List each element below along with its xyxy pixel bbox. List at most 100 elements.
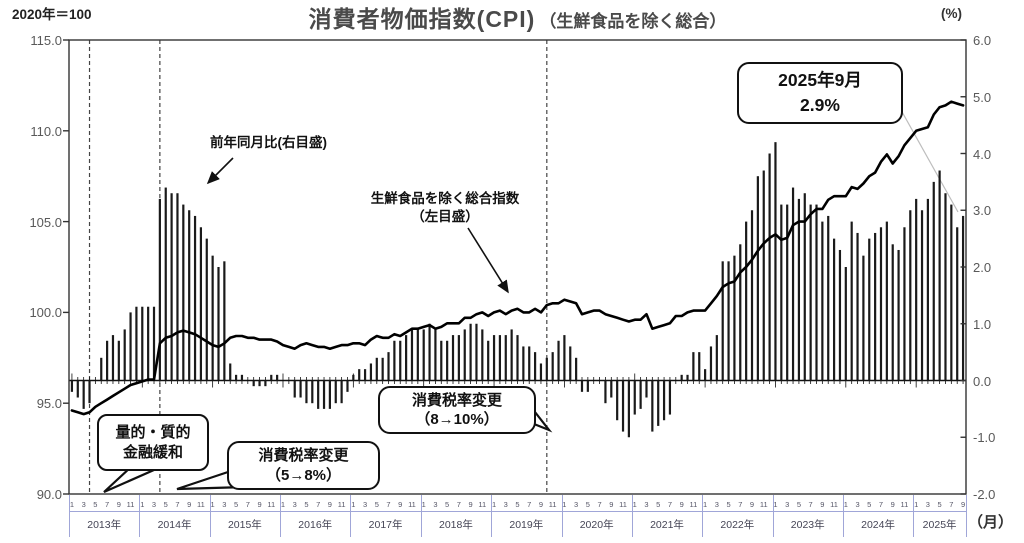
year-separator bbox=[139, 495, 141, 537]
yoy-bar bbox=[809, 204, 812, 381]
yoy-bar bbox=[170, 193, 173, 381]
yoy-bar bbox=[504, 335, 507, 381]
calendar-underline bbox=[69, 511, 966, 512]
yoy-bar bbox=[405, 335, 408, 381]
month-number-label: 7 bbox=[386, 500, 391, 509]
year-separator bbox=[966, 495, 967, 537]
yoy-bar bbox=[569, 346, 572, 381]
yoy-bar bbox=[715, 335, 718, 381]
yoy-bar bbox=[305, 380, 308, 404]
left-axis-tick-label: 95.0 bbox=[36, 396, 62, 412]
yoy-bar bbox=[610, 380, 613, 398]
year-separator bbox=[280, 495, 282, 537]
year-label: 2020年 bbox=[579, 519, 614, 531]
month-number-label: 5 bbox=[867, 500, 872, 509]
yoy-bar bbox=[422, 329, 425, 381]
month-number-label: 1 bbox=[69, 500, 75, 509]
year-separator bbox=[913, 495, 915, 537]
right-axis-tick-label: 1.0 bbox=[973, 316, 992, 332]
month-number-label: 1 bbox=[843, 500, 848, 509]
yoy-bar bbox=[487, 340, 490, 381]
yoy-bar bbox=[750, 210, 754, 381]
month-number-label: 1 bbox=[914, 500, 919, 509]
yoy-bar bbox=[457, 335, 460, 381]
yoy-bar bbox=[147, 306, 150, 381]
yoy-bar bbox=[293, 380, 296, 398]
yoy-bar bbox=[152, 306, 156, 381]
yoy-bar bbox=[399, 340, 402, 381]
month-number-label: 3 bbox=[81, 500, 86, 509]
month-number-label: 5 bbox=[726, 500, 731, 509]
callout-latest-value-pct: 2.9% bbox=[800, 95, 840, 115]
callout-qqe-line2: 金融緩和 bbox=[122, 443, 183, 461]
month-number-label: 9 bbox=[820, 500, 825, 509]
month-number-label: 7 bbox=[456, 500, 461, 509]
annotation-index-series: 生鮮食品を除く総合指数 （左目盛） bbox=[336, 190, 554, 226]
yoy-bar bbox=[334, 380, 337, 404]
month-number-label: 5 bbox=[93, 500, 98, 509]
month-number-label: 9 bbox=[116, 500, 121, 509]
yoy-bar bbox=[692, 352, 695, 381]
month-number-label: 3 bbox=[785, 500, 790, 509]
month-number-label: 1 bbox=[351, 500, 356, 509]
yoy-bar bbox=[874, 232, 877, 381]
callout-latest-value: 2025年9月 2.9% bbox=[737, 62, 903, 124]
yoy-bar bbox=[662, 380, 666, 421]
month-number-label: 11 bbox=[619, 500, 627, 509]
callout-latest-month: 2025年9月 bbox=[778, 69, 862, 90]
yoy-bar bbox=[475, 323, 478, 381]
yoy-bar bbox=[135, 306, 138, 381]
year-separator bbox=[631, 495, 633, 537]
yoy-bar bbox=[686, 374, 689, 381]
callout-tax-2019: 消費税率変更 （8→10%） bbox=[378, 386, 536, 434]
yoy-bar bbox=[82, 380, 85, 409]
yoy-bar bbox=[668, 380, 672, 415]
year-separator bbox=[842, 495, 844, 537]
latest-leader-line bbox=[900, 109, 959, 213]
yoy-bar bbox=[721, 261, 724, 381]
yoy-bar bbox=[815, 204, 818, 381]
yoy-bar bbox=[516, 335, 519, 381]
yoy-bar bbox=[727, 261, 730, 381]
yoy-bar bbox=[575, 357, 578, 381]
yoy-bar bbox=[745, 221, 748, 381]
month-number-label: 9 bbox=[187, 500, 192, 509]
yoy-bar bbox=[528, 346, 531, 381]
month-number-label: 5 bbox=[796, 500, 801, 509]
yoy-bar bbox=[498, 335, 502, 381]
yoy-bar bbox=[950, 204, 953, 381]
left-axis-tick-label: 105.0 bbox=[29, 214, 62, 230]
month-number-label: 1 bbox=[140, 500, 145, 509]
yoy-bar bbox=[739, 244, 742, 381]
yoy-bar bbox=[182, 204, 185, 381]
month-number-label: 7 bbox=[105, 500, 110, 509]
yoy-bar bbox=[264, 380, 267, 387]
year-label: 2019年 bbox=[509, 519, 544, 531]
index-line bbox=[70, 100, 965, 416]
month-number-label: 5 bbox=[937, 500, 942, 509]
index-base-note: 2020年＝100 bbox=[12, 7, 92, 22]
index-annotation-arrow bbox=[467, 227, 509, 294]
month-number-label: 7 bbox=[878, 500, 884, 509]
month-number-label: 9 bbox=[679, 500, 684, 509]
yoy-bar bbox=[932, 181, 935, 381]
month-number-label: 5 bbox=[374, 500, 379, 509]
right-axis-tick-label: 2.0 bbox=[973, 260, 992, 275]
x-axis-unit-label: （月） bbox=[968, 514, 1014, 531]
year-label: 2016年 bbox=[298, 519, 333, 531]
month-number-label: 3 bbox=[362, 500, 368, 509]
yoy-bar bbox=[258, 380, 261, 387]
yoy-bar bbox=[539, 363, 543, 381]
yoy-bar bbox=[850, 221, 853, 381]
yoy-bar bbox=[827, 215, 830, 381]
callout-tax-2014: 消費税率変更 （5→8%） bbox=[227, 441, 380, 490]
year-label: 2023年 bbox=[790, 519, 825, 531]
yoy-bar bbox=[557, 340, 560, 381]
yoy-bar bbox=[363, 369, 367, 381]
yoy-bar bbox=[651, 380, 654, 432]
yoy-bar bbox=[961, 215, 965, 381]
right-axis-tick-label: -2.0 bbox=[973, 487, 996, 502]
yoy-bar bbox=[797, 198, 801, 381]
month-number-label: 3 bbox=[503, 500, 508, 509]
yoy-bar bbox=[217, 267, 220, 381]
